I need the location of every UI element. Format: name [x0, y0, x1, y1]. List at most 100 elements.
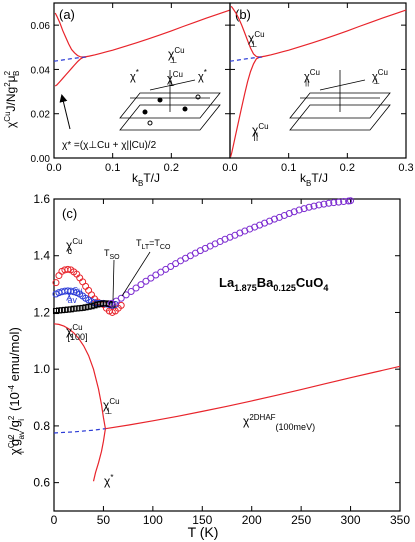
y-tick-label: 0.8 [33, 419, 50, 433]
panel-a-axes: 0.0 0.1 0.2 0.00 0.02 0.04 0.06 [31, 3, 230, 174]
y-tick-label: 0.02 [31, 110, 51, 121]
panel-b-inset [289, 70, 391, 131]
data-point [64, 265, 72, 273]
inset-site [182, 106, 188, 112]
y-tick-label: 1.6 [33, 192, 50, 206]
data-point [335, 198, 343, 206]
inset-axis-horizontal [149, 79, 196, 91]
panel-c: (c) 0 50 100 150 200 250 300 350 0.6 0.8 1.0 1.2 1.4… [7, 192, 410, 540]
panel-c-ylabel: χCuig2av/g2i(10-4 emu/mol) [7, 327, 26, 455]
panel-a-inset-chi-star-right: χ* [198, 68, 207, 83]
data-point [70, 288, 78, 296]
chi-2dhaf-label: χ2DHAF(100meV) [243, 413, 315, 432]
data-point [347, 197, 355, 205]
series-line [230, 5, 407, 58]
panel-c-xlabel: T (K) [188, 524, 219, 540]
x-tick-label: 0.3 [398, 162, 413, 174]
y-tick-label: 1.4 [33, 249, 50, 263]
inset-plane-upper [289, 104, 391, 131]
x-tick-label: 50 [97, 513, 111, 527]
panel-a-inset-chi-perp: χCu ⊥ [167, 70, 183, 88]
t-lt-co-marker [121, 251, 151, 297]
series-line [230, 56, 263, 158]
inset-site [157, 97, 163, 103]
data-point [300, 205, 308, 213]
inset-site [142, 109, 148, 115]
data-point [142, 277, 150, 285]
x-tick-label: 150 [192, 513, 212, 527]
panel-b: (b) 0.0 0.1 0.2 0.3 χCu ⊥ χCu || χCu ⊥ χCu || k… [222, 2, 414, 188]
y-tick-label: 0.00 [31, 154, 51, 165]
y-tick-label: 0.04 [31, 65, 51, 76]
x-tick-label: 0.2 [340, 162, 355, 174]
inset-plane-upper [119, 104, 221, 131]
x-tick-label: 250 [291, 513, 311, 527]
panel-c-label: (c) [62, 206, 77, 221]
x-tick-label: 0.1 [105, 162, 120, 174]
data-point [315, 201, 323, 209]
x-tick-label: 100 [143, 513, 163, 527]
panel-c-axes: 0 50 100 150 200 250 300 350 0.6 0.8 1.0 1.2 1.4 1.6 [33, 192, 410, 527]
panel-b-inset-chi-par: χCu || [304, 68, 320, 87]
panel-a-ylabel: χCuJ/Ng2μ2B [3, 70, 21, 128]
data-point [82, 282, 90, 290]
panel-a-xlabel: kBT/J [132, 171, 160, 188]
panel-a-chi-perp: χCu ⊥ [168, 46, 185, 65]
data-point [109, 301, 116, 308]
data-point [52, 279, 60, 287]
data-point [147, 274, 155, 282]
chi-perp-label: χCu ⊥ [103, 397, 120, 416]
data-point [132, 284, 140, 292]
t-lt-co-label: TLT=TCO [136, 238, 171, 251]
panel-b-chi-perp: χCu ⊥ [248, 30, 265, 49]
inset-site [195, 94, 201, 100]
panel-c-series [52, 197, 401, 482]
series-line [53, 56, 87, 62]
series-line [54, 9, 231, 58]
y-tick-label: 1.0 [33, 362, 50, 376]
x-tick-label: 0 [51, 513, 58, 527]
y-tick-label: 0.6 [33, 476, 50, 490]
x-tick-label: 0.0 [46, 162, 61, 174]
panel-b-inset-chi-perp: χCu ⊥ [372, 68, 388, 86]
panel-a-label: (a) [59, 7, 75, 22]
t-so-marker [112, 259, 115, 301]
t-so-label: TSO [104, 248, 120, 261]
compound-formula: La1.875Ba0.125CuO4 [219, 275, 328, 293]
chi-star-label: χ* [104, 473, 113, 488]
y-tick-label: 0.06 [31, 21, 51, 32]
x-tick-label: 200 [242, 513, 262, 527]
y-tick-label: 1.2 [33, 305, 50, 319]
data-point [270, 215, 278, 223]
panel-a-series [53, 9, 231, 87]
series-line [92, 428, 106, 482]
inset-plane-lower [289, 92, 391, 119]
data-point [290, 208, 298, 216]
panel-b-label: (b) [235, 7, 251, 22]
panel-a-inset-chi-star: χ* [130, 68, 139, 83]
panel-b-chi-par: χCu || [252, 122, 269, 141]
series-line [229, 56, 263, 62]
data-point [117, 294, 125, 302]
panel-b-axes: 0.0 0.1 0.2 0.3 [222, 3, 414, 174]
series-line [53, 428, 106, 434]
data-point [310, 202, 318, 210]
data-point [137, 281, 145, 289]
x-tick-label: 0.0 [222, 162, 237, 174]
panel-a-inset [119, 70, 221, 131]
panel-a-formula: χ* =(χ⊥Cu + χ||Cu)/2 [62, 140, 157, 151]
data-point [305, 203, 313, 211]
data-point [285, 209, 293, 217]
panel-a-arrow [59, 94, 71, 130]
x-tick-label: 0.2 [164, 162, 179, 174]
panel-b-xlabel: kBT/J [300, 171, 328, 188]
data-point [320, 200, 328, 208]
series-line [105, 365, 401, 430]
data-point [330, 199, 338, 207]
inset-site [147, 120, 153, 126]
data-point [127, 287, 135, 295]
panel-b-frame [229, 2, 407, 159]
chi-av-label: χCu av [66, 286, 83, 305]
chi-100-label: χCu [100] [66, 323, 88, 342]
